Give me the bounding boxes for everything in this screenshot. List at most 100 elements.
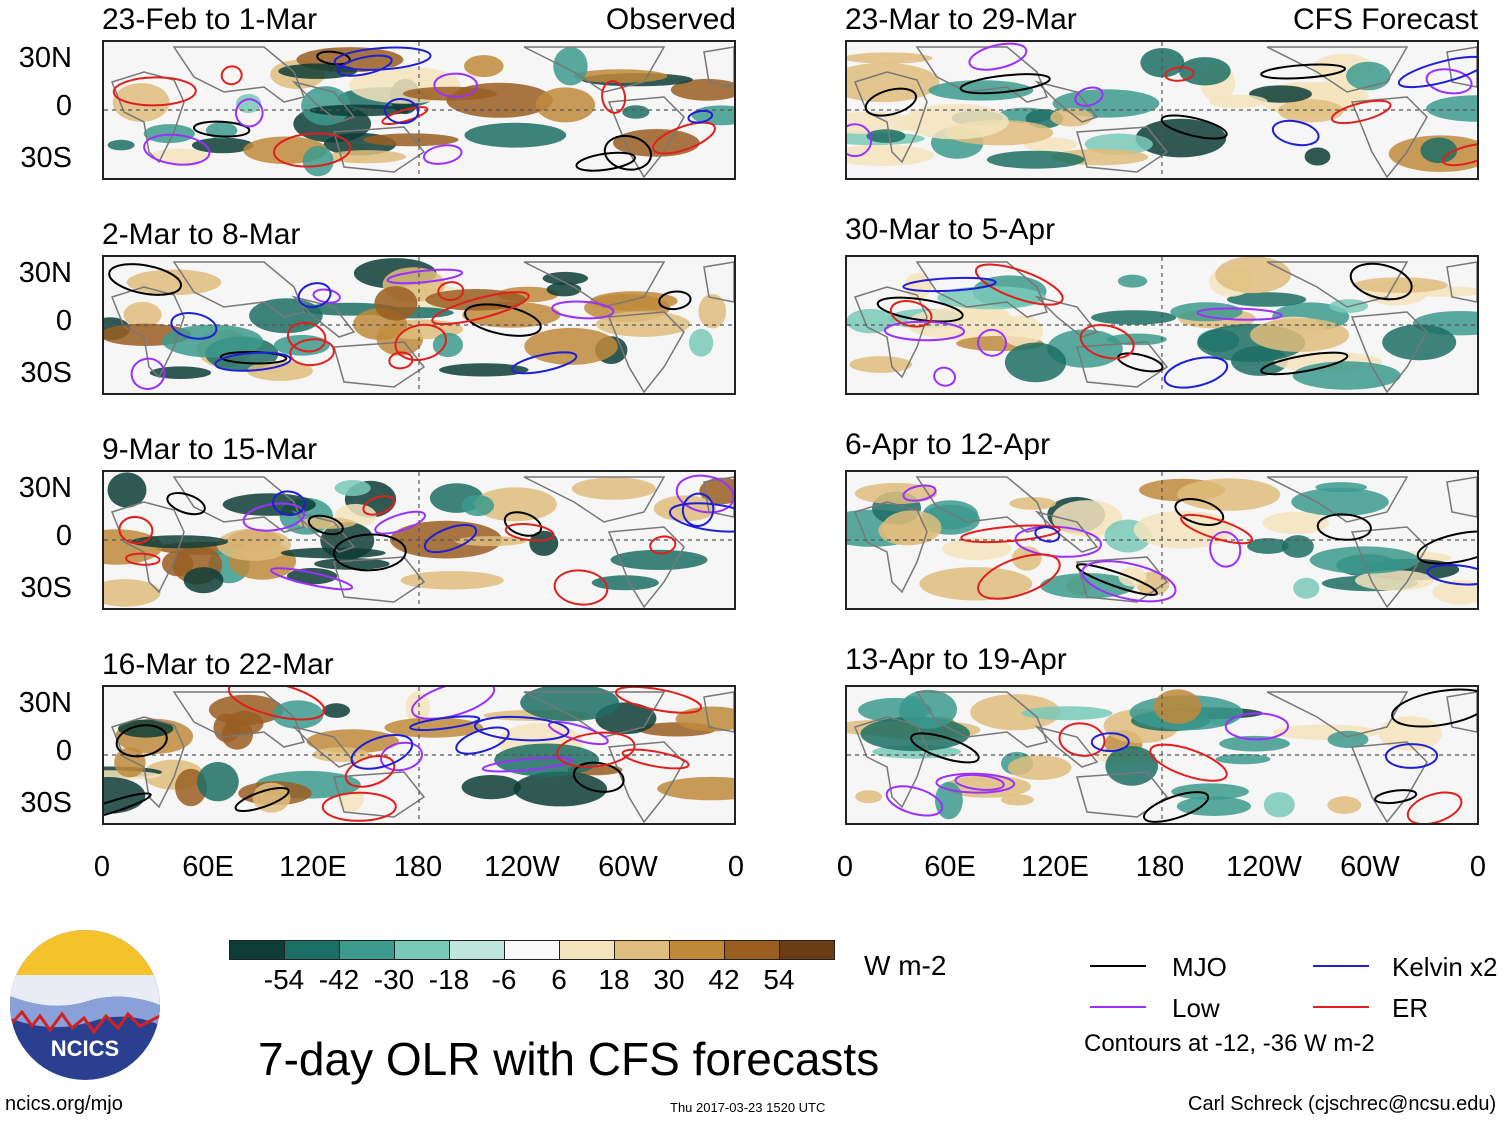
- colorbar-tick-label: -30: [373, 964, 415, 995]
- forecast-map-panel-4: [845, 685, 1479, 825]
- olr-anomaly-area: [1420, 137, 1458, 164]
- continent-outline: [915, 46, 1049, 103]
- colorbar-tick-label: -18: [428, 964, 470, 995]
- olr-anomaly-area: [1179, 57, 1231, 86]
- low-contour: [933, 366, 957, 387]
- kelvin-contour: [272, 490, 306, 516]
- continent-outline: [1446, 261, 1477, 303]
- low-contour: [1081, 560, 1177, 603]
- olr-anomaly-area: [252, 782, 291, 813]
- olr-anomaly-area: [1177, 478, 1281, 511]
- mjo-contour: [234, 786, 290, 813]
- olr-anomaly-area: [1292, 361, 1401, 390]
- kelvin-contour: [1426, 564, 1477, 586]
- lat-label-30n: 30N: [18, 687, 72, 719]
- olr-anomaly-area: [591, 575, 659, 591]
- continent-outline: [1266, 476, 1409, 523]
- er-contour: [553, 569, 609, 606]
- low-contour: [234, 98, 264, 128]
- olr-anomaly-area: [1105, 746, 1158, 786]
- kelvin-contour: [1034, 526, 1061, 543]
- continent-outline: [291, 295, 356, 338]
- footer-timestamp: Thu 2017-03-23 1520 UTC: [670, 1100, 826, 1115]
- colorbar-tick-label: 6: [551, 964, 567, 995]
- olr-anomaly-area: [1352, 277, 1448, 293]
- mjo-contour: [1316, 513, 1372, 541]
- low-contour: [130, 357, 166, 390]
- er-contour: [286, 321, 327, 353]
- footer-url[interactable]: ncics.org/mjo: [5, 1093, 123, 1115]
- olr-anomaly-area: [847, 52, 933, 64]
- mjo-contour: [1349, 262, 1413, 301]
- olr-anomaly-area: [986, 150, 1085, 169]
- mjo-contour: [1374, 789, 1418, 805]
- lat-label-30s: 30S: [20, 142, 72, 174]
- er-contour: [1058, 722, 1106, 757]
- continent-outline: [172, 691, 306, 748]
- continent-outline: [607, 96, 685, 178]
- olr-anomaly-area: [689, 328, 714, 357]
- panel-title-fc-1: 23-Mar to 29-Mar: [845, 3, 1077, 36]
- olr-anomaly-area: [854, 482, 938, 505]
- er-contour: [652, 121, 716, 155]
- mjo-contour: [1260, 63, 1347, 80]
- mjo-contour: [1143, 791, 1210, 823]
- olr-anomaly-area: [143, 124, 195, 144]
- olr-anomaly-area: [363, 133, 459, 147]
- olr-anomaly-area: [1117, 274, 1148, 288]
- olr-anomaly-area: [919, 567, 1033, 601]
- panel-title-fc-4: 13-Apr to 19-Apr: [845, 643, 1067, 676]
- olr-anomaly-area: [236, 93, 262, 114]
- olr-anomaly-area: [847, 62, 940, 103]
- continent-outline: [915, 261, 1049, 318]
- low-contour: [968, 42, 1028, 71]
- lat-label-30n: 30N: [18, 257, 72, 289]
- lon-tick-label: 180: [1135, 851, 1185, 883]
- mjo-contour: [464, 303, 542, 337]
- low-contour: [675, 474, 734, 514]
- low-contour: [242, 502, 306, 532]
- olr-anomaly-area: [1009, 497, 1057, 510]
- mjo-contour: [876, 296, 964, 323]
- mjo-contour: [658, 290, 692, 311]
- er-contour: [960, 524, 1061, 544]
- low-contour: [1209, 530, 1242, 568]
- mjo-contour: [1260, 351, 1349, 376]
- colorbar-tick-label: 54: [763, 964, 795, 995]
- kelvin-contour: [333, 46, 432, 71]
- low-contour: [883, 320, 965, 342]
- kelvin-contour: [687, 109, 714, 124]
- olr-anomaly-area: [1315, 482, 1367, 493]
- lon-tick-label: 120W: [484, 851, 560, 883]
- continent-outline: [523, 691, 666, 738]
- mjo-contour: [307, 514, 344, 536]
- olr-anomaly-area: [461, 494, 495, 517]
- low-contour: [977, 328, 1007, 357]
- low-contour: [548, 720, 609, 746]
- olr-anomaly-area: [205, 122, 238, 139]
- colorbar-tick-label: 30: [653, 964, 685, 995]
- observed-label: Observed: [605, 3, 736, 36]
- continent-outline: [1446, 476, 1477, 518]
- olr-anomaly-area: [1327, 730, 1369, 748]
- kelvin-contour: [902, 276, 997, 293]
- lon-tick-label: 120E: [279, 851, 347, 883]
- er-contour: [220, 65, 243, 86]
- olr-anomaly-area: [314, 558, 390, 570]
- continent-outline: [111, 716, 185, 809]
- olr-anomaly-area: [400, 571, 504, 590]
- olr-anomaly-area: [1215, 257, 1291, 294]
- lat-label-30n: 30N: [18, 42, 72, 74]
- continent-outline: [333, 341, 426, 388]
- colorbar-tick-label: -42: [318, 964, 360, 995]
- continent-outline: [1350, 526, 1428, 608]
- colorbar-units: W m-2: [864, 950, 947, 981]
- mjo-contour: [193, 120, 251, 138]
- olr-anomaly-area: [104, 579, 161, 607]
- logo-text: NCICS: [51, 1036, 119, 1061]
- kelvin-contour: [455, 726, 510, 755]
- er-contour: [431, 291, 530, 326]
- olr-anomaly-area: [942, 537, 1012, 561]
- olr-anomaly-area: [1277, 99, 1344, 123]
- er-contour: [437, 281, 465, 302]
